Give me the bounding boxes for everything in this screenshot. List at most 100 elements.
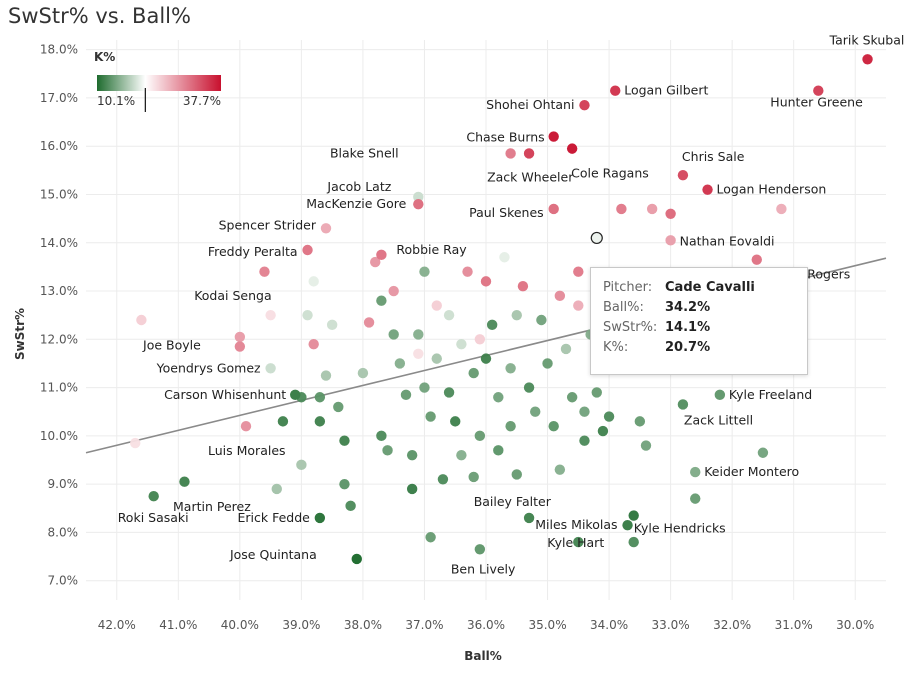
data-point-chris-sale[interactable] <box>677 169 689 181</box>
data-point[interactable] <box>603 411 615 422</box>
data-point[interactable] <box>413 348 424 359</box>
data-point[interactable] <box>130 437 141 449</box>
data-point[interactable] <box>480 276 492 287</box>
data-point-jose-quintana[interactable] <box>351 553 362 565</box>
data-point[interactable] <box>579 435 590 446</box>
data-point-kyle-hendricks[interactable] <box>628 510 639 521</box>
data-point-cole-ragans[interactable] <box>566 143 578 154</box>
data-point-erick-fedde[interactable] <box>314 512 326 524</box>
data-point[interactable] <box>474 430 486 442</box>
data-point-freddy-peralta[interactable] <box>302 244 313 256</box>
data-point[interactable] <box>591 387 602 398</box>
data-point[interactable] <box>388 329 399 340</box>
data-point[interactable] <box>523 382 535 393</box>
data-point[interactable] <box>419 266 430 277</box>
data-point[interactable] <box>542 358 553 369</box>
data-point[interactable] <box>523 512 535 524</box>
data-point[interactable] <box>757 447 769 458</box>
data-point[interactable] <box>690 493 701 504</box>
data-point[interactable] <box>616 203 627 215</box>
data-point-carson-whisenhunt[interactable] <box>290 389 301 401</box>
data-point-keider-montero[interactable] <box>690 466 701 478</box>
data-point[interactable] <box>431 353 442 364</box>
data-point[interactable] <box>566 392 578 403</box>
data-point-kyle-freeland[interactable] <box>714 389 726 401</box>
data-point[interactable] <box>314 416 326 427</box>
data-point[interactable] <box>499 252 510 263</box>
data-point[interactable] <box>277 416 289 427</box>
data-point[interactable] <box>646 203 658 215</box>
data-point[interactable] <box>437 474 449 485</box>
data-point[interactable] <box>554 464 566 475</box>
data-point[interactable] <box>308 276 319 287</box>
data-point[interactable] <box>339 435 350 446</box>
data-point-martin-perez[interactable] <box>271 483 282 495</box>
data-point-shohei-ohtani[interactable] <box>579 99 590 111</box>
data-point[interactable] <box>179 476 190 487</box>
data-point[interactable] <box>413 329 424 340</box>
data-point[interactable] <box>363 317 375 328</box>
data-point[interactable] <box>493 392 504 403</box>
data-point[interactable] <box>505 363 516 374</box>
data-point-yoendrys-gomez[interactable] <box>265 363 276 374</box>
data-point-logan-gilbert[interactable] <box>610 85 621 96</box>
data-point-kodai-senga[interactable] <box>265 309 276 321</box>
data-point[interactable] <box>400 389 412 401</box>
data-point[interactable] <box>443 387 455 398</box>
data-point-ben-lively[interactable] <box>474 544 486 555</box>
data-point[interactable] <box>382 445 393 456</box>
data-point[interactable] <box>517 281 529 292</box>
color-legend[interactable]: K% 10.1% 37.7% <box>94 50 221 112</box>
data-point[interactable] <box>425 411 436 422</box>
data-point[interactable] <box>573 266 584 277</box>
data-point-roki-sasaki[interactable] <box>148 491 159 502</box>
data-point-tarik-skubal[interactable] <box>862 54 873 65</box>
data-point[interactable] <box>419 382 430 393</box>
data-point-blake-snell[interactable] <box>505 148 516 159</box>
data-point[interactable] <box>628 536 639 548</box>
data-point-spencer-strider[interactable] <box>320 223 332 234</box>
data-point-zack-wheeler[interactable] <box>523 148 535 159</box>
data-point-miles-mikolas[interactable] <box>622 519 633 531</box>
data-point[interactable] <box>431 300 442 311</box>
data-point-jacob-latz[interactable] <box>413 191 424 203</box>
data-point[interactable] <box>554 290 566 302</box>
data-point[interactable] <box>296 459 307 471</box>
data-point-cade-cavalli[interactable] <box>590 231 603 245</box>
data-point[interactable] <box>370 256 381 268</box>
data-point[interactable] <box>560 343 572 355</box>
data-point-hunter-greene[interactable] <box>813 85 824 96</box>
data-point[interactable] <box>425 532 436 543</box>
data-point[interactable] <box>320 370 332 381</box>
data-point[interactable] <box>474 334 486 345</box>
data-point[interactable] <box>234 331 246 343</box>
data-point[interactable] <box>536 314 547 326</box>
data-point-luis-morales[interactable] <box>240 421 252 432</box>
data-point[interactable] <box>573 300 584 311</box>
data-point[interactable] <box>776 203 787 215</box>
data-point[interactable] <box>462 266 473 277</box>
data-point[interactable] <box>640 440 652 451</box>
data-point[interactable] <box>548 421 559 432</box>
data-point[interactable] <box>302 309 313 321</box>
data-point-logan-henderson[interactable] <box>702 184 713 195</box>
data-point[interactable] <box>480 353 492 364</box>
data-point[interactable] <box>505 421 516 432</box>
data-point[interactable] <box>259 266 270 277</box>
data-point[interactable] <box>511 469 522 480</box>
data-point[interactable] <box>314 392 326 403</box>
data-point-robbie-ray[interactable] <box>376 249 387 261</box>
data-point-bailey-falter[interactable] <box>468 471 479 483</box>
data-point[interactable] <box>339 478 350 490</box>
data-point[interactable] <box>376 295 387 306</box>
data-point-joe-boyle[interactable] <box>234 341 246 352</box>
data-point[interactable] <box>345 500 356 512</box>
data-point[interactable] <box>468 367 479 379</box>
data-point-nathan-eovaldi[interactable] <box>665 235 676 246</box>
data-point[interactable] <box>511 309 522 321</box>
data-point[interactable] <box>493 445 504 456</box>
data-point[interactable] <box>579 406 590 417</box>
data-point[interactable] <box>597 425 609 437</box>
data-point[interactable] <box>388 285 399 297</box>
data-point[interactable] <box>376 430 387 442</box>
